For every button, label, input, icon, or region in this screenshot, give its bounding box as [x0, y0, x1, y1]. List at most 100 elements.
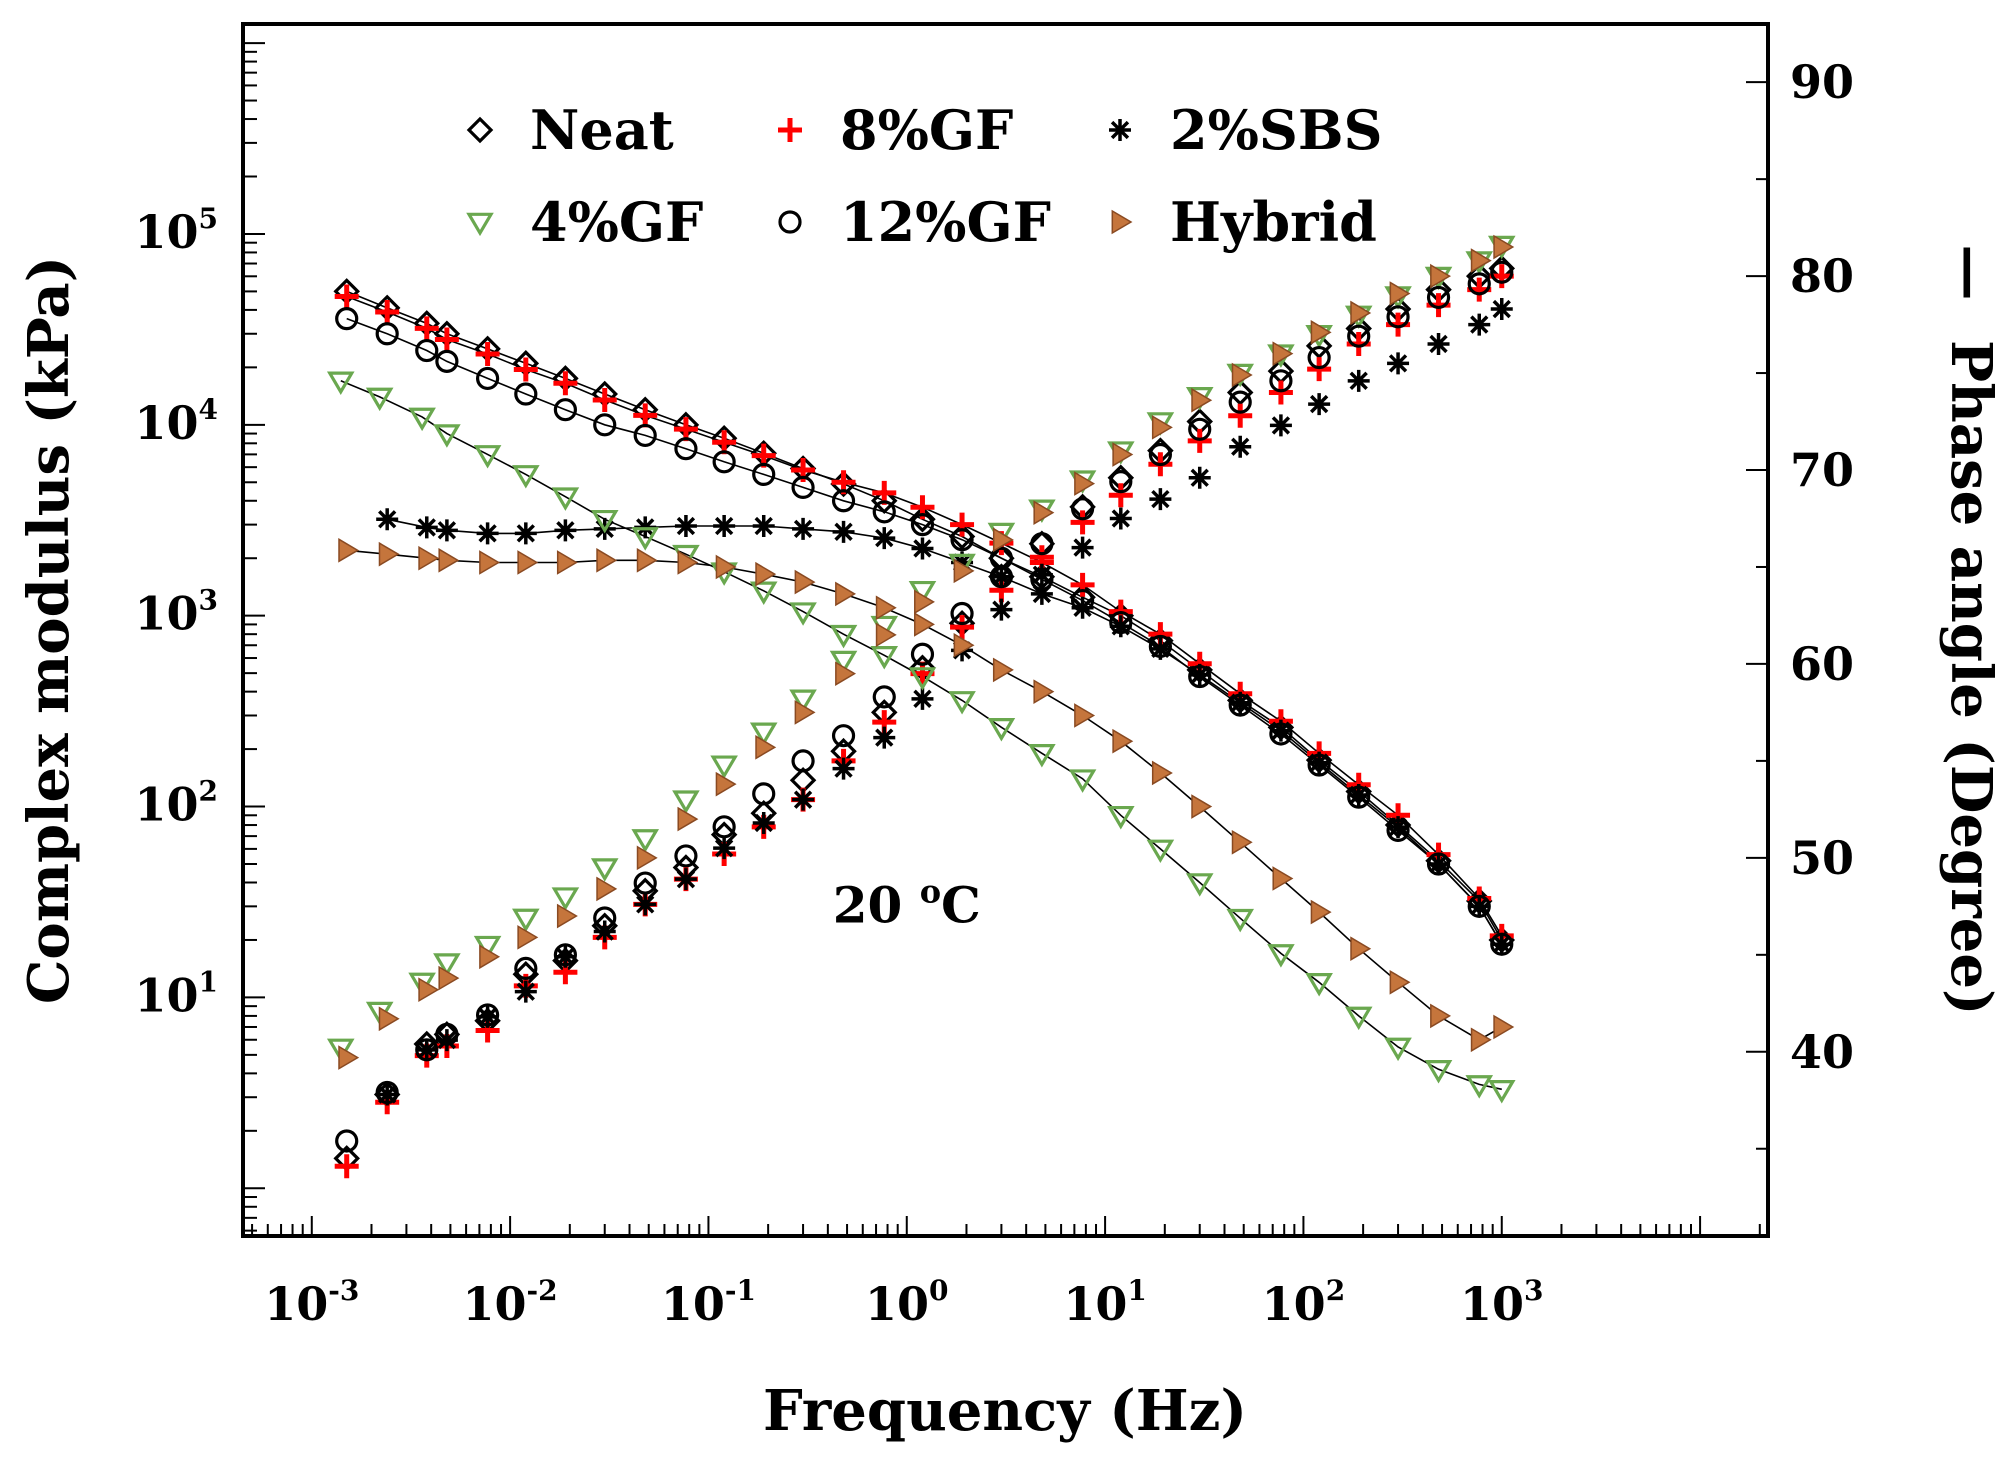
phase-point-12gf [593, 906, 617, 930]
phase-point-12gf [674, 844, 698, 868]
modulus-point-8gf [414, 316, 439, 341]
phase-point-hybrid [636, 845, 658, 871]
modulus-line-neat [346, 290, 1503, 941]
phase-point-8gf [1187, 428, 1212, 453]
phase-point-2sbs [415, 1038, 438, 1061]
modulus-point-12gf [633, 423, 657, 448]
modulus-point-4gf [433, 424, 461, 448]
y-left-tick-label: 102 [135, 775, 219, 832]
y-left-tick-base: 10 [135, 205, 199, 259]
phase-point-2sbs [1347, 369, 1370, 392]
phase-point-2sbs [1490, 298, 1513, 321]
modulus-point-4gf [829, 624, 858, 649]
modulus-point-12gf [1148, 634, 1172, 659]
modulus-point-hybrid [479, 550, 501, 575]
modulus-point-2sbs [1149, 637, 1172, 660]
y-axis-right-label: Phase angle (Degree) [1938, 340, 2000, 1015]
phase-point-2sbs [674, 868, 697, 891]
phase-point-hybrid [1272, 341, 1294, 366]
y-left-tick-label: 101 [135, 965, 219, 1022]
modulus-point-12gf [375, 322, 399, 346]
modulus-point-hybrid [1493, 1014, 1515, 1040]
modulus-point-2sbs [554, 519, 577, 542]
annotation-text: 20 [833, 875, 920, 934]
phase-point-12gf [415, 1038, 439, 1062]
modulus-point-2sbs [1308, 751, 1331, 774]
phase-point-hybrid [953, 558, 975, 584]
legend-marker-12gf [778, 210, 802, 234]
phase-point-2sbs [1071, 536, 1094, 559]
phase-point-2sbs [1387, 352, 1410, 375]
modulus-point-4gf [1028, 744, 1056, 768]
modulus-point-12gf [415, 338, 439, 363]
phase-point-2sbs [435, 1029, 458, 1052]
phase-point-8gf [1108, 483, 1133, 508]
modulus-point-4gf [1107, 805, 1135, 830]
modulus-point-hybrid [677, 550, 699, 575]
modulus-point-2sbs [832, 520, 855, 543]
phase-point-12gf [475, 1003, 500, 1027]
modulus-point-neat [909, 506, 936, 533]
modulus-point-2sbs [1490, 933, 1513, 956]
phase-point-hybrid [914, 589, 935, 615]
modulus-point-4gf [326, 371, 355, 395]
phase-point-12gf [514, 956, 538, 980]
modulus-point-12gf [910, 513, 935, 537]
modulus-point-4gf [1068, 769, 1097, 793]
modulus-point-2sbs [1229, 691, 1252, 714]
legend-marker-hybrid [1111, 209, 1133, 235]
phase-point-2sbs [1188, 466, 1211, 489]
phase-point-12gf [1347, 324, 1371, 348]
modulus-point-12gf [593, 413, 617, 437]
modulus-point-4gf [948, 691, 976, 715]
phase-point-2sbs [476, 1005, 499, 1028]
modulus-point-12gf [514, 382, 538, 406]
phase-point-neat [1226, 379, 1254, 406]
x-tick-label: 101 [1063, 1274, 1147, 1331]
modulus-point-4gf [1465, 1075, 1494, 1099]
legend-label-2sbs: 2%SBS [1170, 98, 1383, 162]
phase-point-hybrid [1074, 471, 1096, 496]
modulus-point-2sbs [752, 515, 775, 538]
modulus-point-12gf [1109, 610, 1133, 635]
modulus-point-hybrid [715, 554, 737, 580]
phase-point-hybrid [378, 1006, 400, 1032]
phase-point-4gf [551, 887, 580, 911]
phase-point-12gf [1467, 272, 1491, 296]
phase-point-4gf [326, 1038, 355, 1063]
phase-point-12gf [712, 815, 736, 839]
phase-point-12gf [1426, 285, 1451, 310]
phase-point-2sbs [1109, 507, 1132, 530]
annotation-superscript: o [920, 872, 941, 910]
modulus-point-hybrid [418, 545, 440, 571]
x-axis-title: Frequency (Hz) [763, 1378, 1247, 1444]
phase-point-12gf [1269, 369, 1293, 393]
legend-marker-4gf [466, 212, 494, 237]
y-left-tick-label: 104 [135, 393, 219, 450]
modulus-point-hybrid [596, 548, 618, 573]
phase-point-12gf [375, 1080, 399, 1105]
x-tick-label: 10-3 [264, 1274, 359, 1331]
modulus-point-hybrid [1272, 866, 1294, 891]
modulus-point-8gf [475, 341, 500, 366]
modulus-point-12gf [1347, 785, 1371, 809]
phase-point-hybrid [755, 735, 777, 760]
modulus-point-4gf [1146, 839, 1175, 864]
modulus-point-8gf [553, 371, 578, 396]
modulus-point-12gf [1426, 852, 1451, 876]
y-left-tick-base: 10 [135, 396, 199, 450]
phase-point-12gf [435, 1022, 459, 1046]
y-left-tick-base: 10 [135, 587, 199, 641]
modulus-point-hybrid [875, 595, 897, 621]
modulus-point-12gf [435, 349, 459, 373]
phase-point-hybrid [479, 944, 501, 970]
axis-ticks [243, 42, 1768, 1236]
phase-point-4gf [672, 790, 700, 814]
phase-point-4gf [749, 722, 778, 746]
phase-point-4gf [512, 908, 540, 933]
x-tick-base: 10 [1063, 1277, 1127, 1331]
modulus-point-2sbs [792, 517, 815, 540]
phase-point-8gf [1070, 510, 1095, 535]
x-tick-label: 103 [1460, 1274, 1544, 1331]
modulus-point-neat [870, 487, 898, 515]
